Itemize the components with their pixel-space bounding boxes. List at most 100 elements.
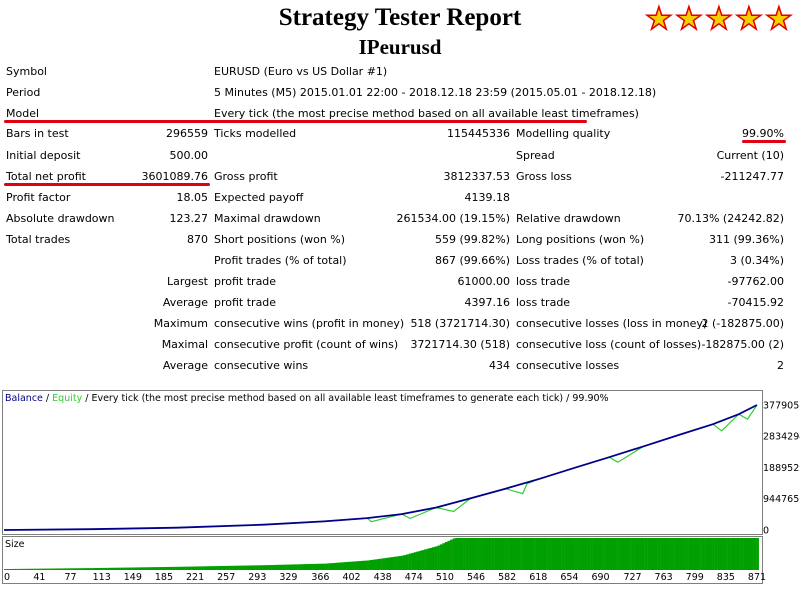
size-bar xyxy=(473,538,477,570)
size-bar xyxy=(115,567,119,570)
size-bar xyxy=(128,567,132,570)
size-bar xyxy=(561,538,565,570)
size-bar xyxy=(605,538,609,570)
size-bar xyxy=(356,561,360,570)
size-bar xyxy=(216,566,220,570)
size-bar xyxy=(582,538,586,570)
y-tick-label: 944765 xyxy=(763,494,799,505)
x-tick-label: 185 xyxy=(155,572,173,583)
x-tick-label: 835 xyxy=(717,572,735,583)
size-bar xyxy=(559,538,562,570)
size-bar xyxy=(520,538,523,570)
x-tick-label: 113 xyxy=(93,572,111,583)
size-bar xyxy=(240,565,243,570)
size-bar xyxy=(42,568,46,570)
size-bar xyxy=(569,538,573,570)
size-bar xyxy=(533,538,536,570)
x-tick-label: 293 xyxy=(248,572,266,583)
size-bar xyxy=(548,538,552,570)
y-tick-label: 3779058 xyxy=(763,401,800,412)
size-bar xyxy=(590,538,593,570)
size-bar xyxy=(304,564,308,570)
balance-equity-chart: Balance / Equity / Every tick (the most … xyxy=(0,387,800,600)
size-bar xyxy=(421,550,425,570)
size-bar xyxy=(61,568,64,570)
relative-drawdown-label: Relative drawdown xyxy=(516,212,621,225)
size-bar xyxy=(229,565,233,570)
size-bar xyxy=(286,564,290,570)
size-bar xyxy=(271,564,274,570)
size-bar xyxy=(491,538,495,570)
size-bar xyxy=(276,564,280,570)
rating-stars: ★★★★★ xyxy=(644,1,795,37)
size-bar xyxy=(310,563,313,570)
largest-profit-trade-label: profit trade xyxy=(214,275,277,288)
size-bar xyxy=(203,566,207,570)
size-bar xyxy=(255,565,259,570)
size-bar xyxy=(701,538,705,570)
legend-separator: / xyxy=(46,393,50,404)
size-bar xyxy=(540,538,544,570)
x-tick-label: 690 xyxy=(591,572,609,583)
size-bar xyxy=(4,569,7,570)
size-bar xyxy=(247,565,251,570)
size-bar xyxy=(613,538,617,570)
maximal-drawdown-value: 261534.00 (19.15%) xyxy=(396,212,510,225)
size-bar xyxy=(167,566,171,570)
size-bar xyxy=(92,568,95,570)
x-tick-label: 763 xyxy=(655,572,673,583)
size-bar xyxy=(107,567,111,570)
legend-balance: Balance xyxy=(5,393,43,404)
size-bar xyxy=(14,568,18,570)
x-tick-label: 402 xyxy=(342,572,360,583)
size-bar xyxy=(556,538,560,570)
maximal-label: Maximal xyxy=(161,338,208,351)
size-bar xyxy=(387,557,391,570)
short-positions-label: Short positions (won %) xyxy=(214,233,346,246)
size-bar xyxy=(522,538,526,570)
size-bar xyxy=(727,538,731,570)
size-bar xyxy=(294,564,298,570)
size-bar xyxy=(748,538,752,570)
size-bar xyxy=(439,544,443,570)
size-bar xyxy=(250,565,254,570)
size-bar xyxy=(483,538,487,570)
size-bar xyxy=(670,538,674,570)
size-bar xyxy=(406,554,409,570)
size-bar xyxy=(686,538,689,570)
x-tick-label: 799 xyxy=(686,572,704,583)
size-bar xyxy=(530,538,534,570)
size-bar xyxy=(273,564,277,570)
size-bar xyxy=(481,538,485,570)
size-bar xyxy=(455,538,459,570)
size-bar xyxy=(27,568,31,570)
size-bar xyxy=(372,559,376,570)
size-bar xyxy=(206,566,210,570)
size-bar xyxy=(400,555,404,570)
size-bar xyxy=(750,538,754,570)
size-bar xyxy=(302,564,306,570)
size-bar xyxy=(587,538,591,570)
size-bar xyxy=(338,562,342,570)
size-bar xyxy=(735,538,739,570)
star-icon: ★ xyxy=(764,1,794,37)
size-bar xyxy=(535,538,539,570)
size-bar xyxy=(242,565,246,570)
gross-profit-label: Gross profit xyxy=(214,170,278,183)
model-highlight-underline xyxy=(4,120,587,123)
size-bar xyxy=(151,567,155,570)
size-bar xyxy=(123,567,127,570)
maximal-consecutive-profit-label: consecutive profit (count of wins) xyxy=(214,338,399,351)
size-bar xyxy=(317,563,321,570)
size-bar xyxy=(211,566,215,570)
size-bar xyxy=(361,560,365,570)
size-bar xyxy=(86,568,90,570)
chart-legend: Balance / Equity / Every tick (the most … xyxy=(5,393,609,404)
period-value: 5 Minutes (M5) 2015.01.01 22:00 - 2018.1… xyxy=(214,86,657,99)
size-bar xyxy=(642,538,645,570)
size-bar xyxy=(198,566,202,570)
size-bar xyxy=(265,565,269,570)
size-bar xyxy=(719,538,723,570)
size-bar xyxy=(517,538,521,570)
long-positions-label: Long positions (won %) xyxy=(516,233,645,246)
